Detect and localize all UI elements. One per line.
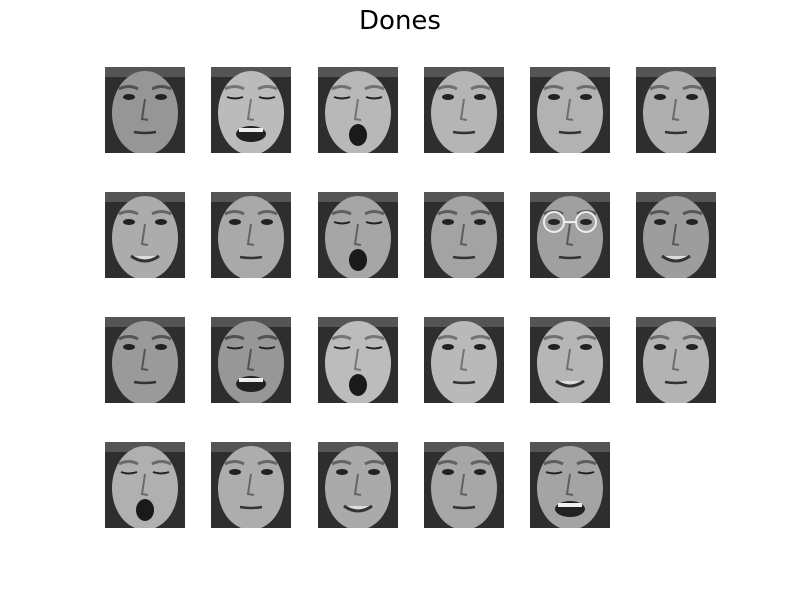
face-image: [318, 192, 398, 278]
face-image: [636, 192, 716, 278]
face-image: [105, 317, 185, 403]
face-image: [530, 192, 610, 278]
face-image: [105, 442, 185, 528]
face-image: [211, 67, 291, 153]
face-image: [211, 442, 291, 528]
face-image: [211, 192, 291, 278]
face-image: [211, 317, 291, 403]
face-image: [636, 67, 716, 153]
figure-title: Dones: [359, 6, 441, 36]
face-image: [424, 192, 504, 278]
face-image: [530, 317, 610, 403]
face-image: [530, 442, 610, 528]
face-image: [318, 317, 398, 403]
face-image: [530, 67, 610, 153]
face-image: [318, 442, 398, 528]
face-image: [318, 67, 398, 153]
face-image: [424, 67, 504, 153]
face-image: [424, 442, 504, 528]
face-image: [636, 317, 716, 403]
face-image: [424, 317, 504, 403]
face-image: [105, 192, 185, 278]
face-image: [105, 67, 185, 153]
